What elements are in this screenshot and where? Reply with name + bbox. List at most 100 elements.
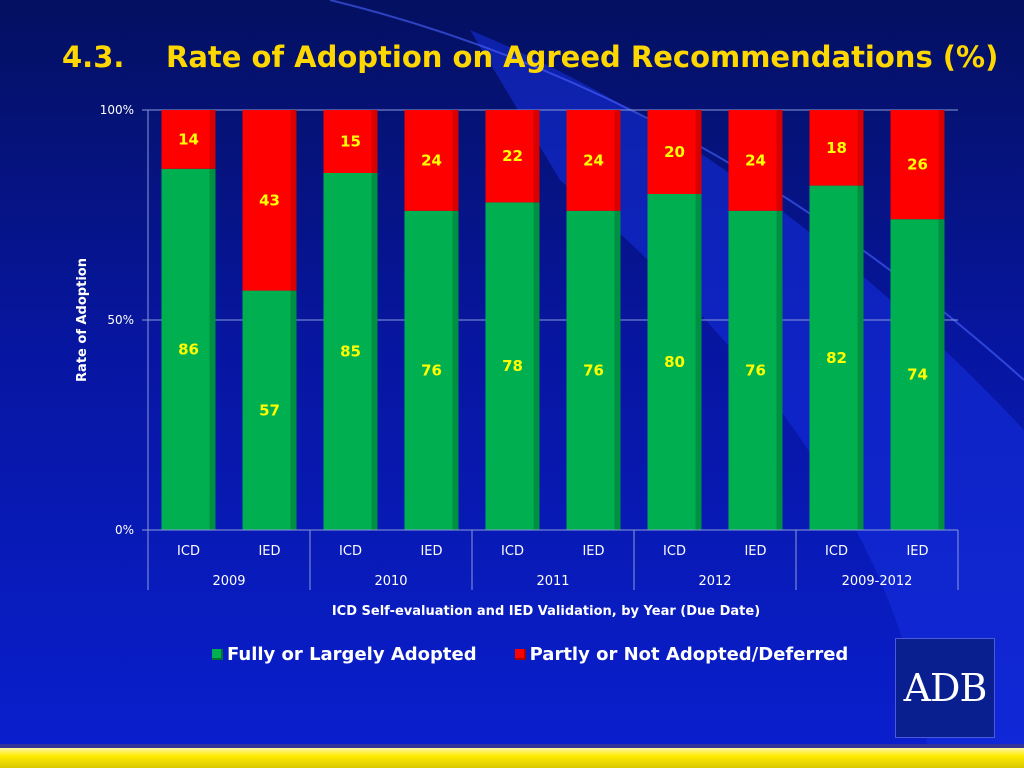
data-label-not-adopted: 22 [502,147,523,165]
bar-adopted [728,210,783,531]
group-label: 2009-2012 [842,574,913,589]
x-tick-label: IED [258,544,280,559]
bar-adopted-shade [452,210,459,531]
data-label-adopted: 76 [745,361,766,379]
bar-stack: 74 26 [890,110,945,530]
bar-not-adopted [728,110,783,211]
x-tick-label: ICD [339,544,362,559]
legend-swatch-not-adopted [514,648,526,660]
x-axis-label: ICD Self-evaluation and IED Validation, … [332,604,760,619]
bar-not-adopted [404,110,459,211]
bar-adopted-shade [857,185,864,530]
bar-not-adopted-shade [371,110,378,173]
x-tick-label: IED [582,544,604,559]
bar-adopted-shade [695,194,702,530]
x-tick-label: ICD [825,544,848,559]
data-label-not-adopted: 15 [340,133,361,151]
x-tick-label: IED [744,544,766,559]
data-label-adopted: 82 [826,349,847,367]
x-tick-label: ICD [663,544,686,559]
group-label: 2010 [374,574,407,589]
bar-adopted [161,168,216,531]
bar-stack: 82 18 [809,110,864,530]
bar-adopted-shade [371,173,378,530]
bar-stack: 76 24 [728,110,783,531]
data-label-adopted: 57 [259,401,280,419]
bar-adopted [242,290,297,530]
bar-not-adopted-shade [209,110,216,169]
bar-stack: 85 15 [323,110,378,530]
slide-number: 4.3. [62,40,125,74]
bar-adopted [485,202,540,530]
data-label-adopted: 85 [340,343,361,361]
x-axis: ICD IED ICD IED ICD IED ICD IED ICD IED 2009 2010 20… [147,529,959,590]
legend: Fully or Largely Adopted Partly or Not A… [212,640,848,668]
data-label-adopted: 76 [583,361,604,379]
data-label-adopted: 74 [907,366,928,384]
bar-adopted-shade [938,219,945,530]
bar-not-adopted-shade [614,110,621,211]
x-tick-label: IED [906,544,928,559]
legend-entry-not-adopted: Partly or Not Adopted/Deferred [514,644,848,665]
adb-logo: ADB [895,638,995,738]
bar-not-adopted-shade [857,110,864,186]
bar-not-adopted-shade [290,110,297,291]
bar-adopted [890,219,945,530]
bar-not-adopted [242,110,297,291]
legend-label-adopted: Fully or Largely Adopted [227,643,477,665]
data-label-not-adopted: 18 [826,139,847,157]
y-axis-label: Rate of Adoption [75,258,90,382]
bar-adopted-shade [776,210,783,531]
bar-not-adopted [161,110,216,169]
data-label-not-adopted: 24 [583,151,604,169]
bar-not-adopted-shade [533,110,540,203]
y-axis-ticks: 0% 50% 100% [100,103,149,537]
group-label: 2011 [536,574,569,589]
x-tick-label: ICD [177,544,200,559]
bar-not-adopted [485,110,540,203]
bar-stack: 80 20 [647,110,702,530]
data-label-not-adopted: 24 [421,151,442,169]
bar-not-adopted-shade [695,110,702,194]
slide-title: 4.3. Rate of Adoption on Agreed Recommend… [62,40,998,74]
bar-adopted-shade [614,210,621,531]
data-label-not-adopted: 24 [745,151,766,169]
bar-adopted [647,194,702,530]
legend-swatch-adopted [212,648,223,660]
bottom-divider [0,744,1024,748]
data-label-adopted: 76 [421,361,442,379]
data-label-adopted: 78 [502,357,523,375]
bar-not-adopted [323,110,378,173]
data-label-not-adopted: 26 [907,156,928,174]
bar-not-adopted-shade [452,110,459,211]
bar-stack: 76 24 [404,110,459,531]
bars: 86 14 57 43 85 15 76 24 78 22 76 24 80 20 76 24 82 18 74 26 [161,110,945,531]
bar-stack: 78 22 [485,110,540,530]
data-label-not-adopted: 43 [259,191,280,209]
group-label: 2009 [212,574,245,589]
bar-not-adopted [809,110,864,186]
bar-not-adopted-shade [776,110,783,211]
legend-entry-adopted: Fully or Largely Adopted [212,644,477,665]
y-tick-label: 50% [107,313,134,327]
adb-logo-text: ADB [903,666,988,710]
x-tick-label: IED [420,544,442,559]
data-label-adopted: 86 [178,340,199,358]
bar-adopted-shade [209,168,216,531]
x-tick-label: ICD [501,544,524,559]
bar-stack: 76 24 [566,110,621,531]
data-label-adopted: 80 [664,353,685,371]
stacked-bar-chart: 0% 50% 100% 86 14 57 43 85 15 76 24 78 22 76 24 80 20 76… [75,103,959,619]
bar-not-adopted [890,110,945,220]
bar-adopted [323,173,378,530]
bar-adopted [566,210,621,531]
y-tick-label: 100% [100,103,134,117]
bottom-band [0,748,1024,768]
bar-stack: 86 14 [161,110,216,531]
bar-not-adopted [566,110,621,211]
bar-not-adopted-shade [938,110,945,220]
bar-adopted-shade [533,202,540,530]
data-label-not-adopted: 20 [664,143,685,161]
bar-stack: 57 43 [242,110,297,530]
data-label-not-adopted: 14 [178,130,199,148]
